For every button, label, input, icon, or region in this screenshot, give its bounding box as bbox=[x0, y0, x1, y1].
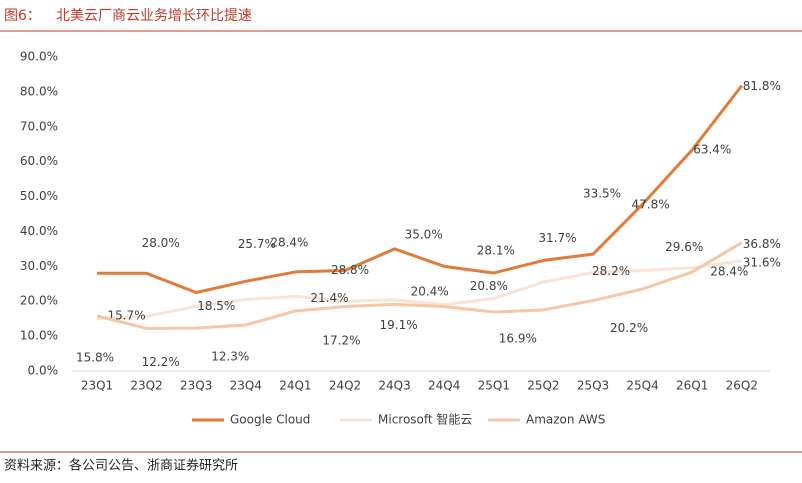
data-label: 17.2% bbox=[322, 333, 360, 347]
x-tick-label: 23Q2 bbox=[130, 379, 162, 393]
x-tick-label: 23Q4 bbox=[230, 379, 262, 393]
legend-label: Amazon AWS bbox=[526, 413, 605, 427]
x-tick-label: 25Q3 bbox=[577, 379, 609, 393]
data-label: 31.7% bbox=[538, 231, 576, 245]
data-label: 20.4% bbox=[411, 284, 449, 298]
x-tick-label: 24Q1 bbox=[279, 379, 311, 393]
series-line bbox=[96, 241, 743, 330]
data-label: 12.2% bbox=[142, 355, 180, 369]
data-label: 12.3% bbox=[211, 350, 249, 364]
data-label: 28.4% bbox=[710, 264, 748, 278]
x-tick-label: 25Q2 bbox=[527, 379, 559, 393]
y-tick-label: 10.0% bbox=[20, 329, 58, 343]
data-label: 28.8% bbox=[331, 263, 369, 277]
data-label: 15.7% bbox=[107, 309, 145, 323]
x-tick-label: 26Q1 bbox=[676, 379, 708, 393]
legend-label: Google Cloud bbox=[230, 413, 310, 427]
data-label: 19.1% bbox=[380, 318, 418, 332]
x-tick-label: 24Q3 bbox=[378, 379, 410, 393]
series-line bbox=[97, 84, 743, 294]
data-label: 25.7% bbox=[238, 237, 276, 251]
data-label: 81.8% bbox=[743, 79, 781, 93]
data-label: 28.2% bbox=[592, 264, 630, 278]
y-tick-label: 50.0% bbox=[20, 189, 58, 203]
data-label: 63.4% bbox=[693, 142, 731, 156]
x-tick-label: 24Q4 bbox=[428, 379, 460, 393]
data-label: 20.8% bbox=[470, 279, 508, 293]
legend-label: Microsoft 智能云 bbox=[378, 412, 472, 427]
y-tick-label: 40.0% bbox=[20, 224, 58, 238]
y-tick-label: 60.0% bbox=[20, 154, 58, 168]
x-tick-label: 24Q2 bbox=[329, 379, 361, 393]
x-tick-label: 25Q1 bbox=[478, 379, 510, 393]
data-label: 15.8% bbox=[76, 350, 114, 364]
x-tick-label: 25Q4 bbox=[626, 379, 658, 393]
series-line bbox=[96, 259, 743, 321]
y-tick-label: 70.0% bbox=[20, 119, 58, 133]
data-label: 33.5% bbox=[583, 187, 621, 201]
data-label: 36.8% bbox=[743, 237, 781, 251]
chart-title: 北美云厂商云业务增长环比提速 bbox=[56, 8, 252, 24]
data-label: 31.6% bbox=[743, 255, 781, 269]
data-label: 29.6% bbox=[665, 240, 703, 254]
data-label: 47.8% bbox=[632, 198, 670, 212]
data-label: 28.1% bbox=[477, 243, 515, 257]
data-label: 20.2% bbox=[610, 321, 648, 335]
y-tick-label: 90.0% bbox=[20, 50, 58, 64]
y-tick-label: 30.0% bbox=[20, 259, 58, 273]
x-tick-label: 26Q2 bbox=[726, 379, 758, 393]
data-label: 28.0% bbox=[142, 236, 180, 250]
y-tick-label: 0.0% bbox=[28, 364, 59, 378]
y-tick-label: 80.0% bbox=[20, 84, 58, 98]
data-label: 18.5% bbox=[197, 299, 235, 313]
data-label: 16.9% bbox=[499, 332, 537, 346]
x-tick-label: 23Q1 bbox=[81, 379, 113, 393]
source: 资料来源：各公司公告、浙商证券研究所 bbox=[4, 458, 238, 474]
x-tick-label: 23Q3 bbox=[180, 379, 212, 393]
data-label: 35.0% bbox=[405, 227, 443, 241]
data-label: 21.4% bbox=[310, 291, 348, 305]
figure-number: 图6： bbox=[4, 8, 41, 24]
y-tick-label: 20.0% bbox=[20, 294, 58, 308]
data-label: 28.4% bbox=[270, 235, 308, 249]
